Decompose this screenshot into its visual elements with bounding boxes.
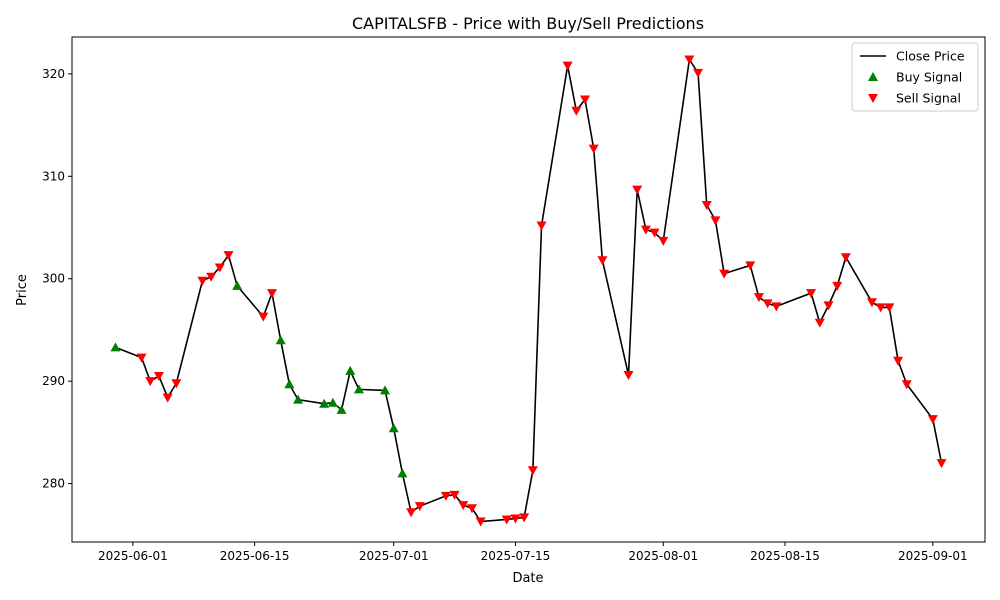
buy-signal-point xyxy=(353,384,364,394)
sell-signal-point xyxy=(406,508,417,518)
legend-label-close-price: Close Price xyxy=(896,49,965,64)
sell-signal-point xyxy=(206,272,217,282)
buy-signal-point xyxy=(327,397,338,407)
sell-signal-point xyxy=(258,312,269,322)
buy-signal-point xyxy=(110,342,121,352)
sell-signal-point xyxy=(806,289,817,299)
x-tick-label: 2025-06-15 xyxy=(220,549,290,563)
sell-signal-point xyxy=(519,513,530,523)
sell-signal-point xyxy=(145,377,156,387)
sell-signal-point xyxy=(475,517,486,527)
y-tick-label: 320 xyxy=(42,67,65,81)
y-tick-label: 290 xyxy=(42,374,65,388)
sell-signal-point xyxy=(840,253,851,263)
sell-signal-point xyxy=(640,225,651,235)
sell-signal-point xyxy=(501,515,512,525)
sell-signal-point xyxy=(649,228,660,238)
sell-signal-point xyxy=(866,298,877,308)
x-tick-label: 2025-07-01 xyxy=(359,549,429,563)
x-tick-label: 2025-08-01 xyxy=(628,549,698,563)
buy-signal-point xyxy=(275,335,286,345)
plot-area xyxy=(110,55,947,527)
sell-signal-point xyxy=(171,379,182,389)
y-tick-label: 280 xyxy=(42,477,65,491)
legend-swatch-sell-signal xyxy=(868,94,878,103)
sell-signal-point xyxy=(771,302,782,312)
legend-label-sell-signal: Sell Signal xyxy=(896,91,961,106)
axes: 2025-06-01 2025-06-15 2025-07-01 2025-07-15… xyxy=(42,67,968,563)
x-tick-label: 2025-08-15 xyxy=(750,549,820,563)
legend-label-buy-signal: Buy Signal xyxy=(896,70,962,85)
sell-signal-point xyxy=(197,276,208,286)
sell-signal-point xyxy=(875,303,886,313)
sell-signal-point xyxy=(745,261,756,271)
sell-signal-point xyxy=(632,185,643,195)
sell-signal-point xyxy=(901,380,912,390)
legend: Close Price Buy Signal Sell Signal xyxy=(851,42,979,112)
plot-frame xyxy=(71,36,986,543)
buy-signal-point xyxy=(336,404,347,414)
sell-signal-point xyxy=(832,281,843,291)
sell-signal-point xyxy=(701,200,712,210)
buy-signal-point xyxy=(397,468,408,478)
sell-signal-point xyxy=(266,289,277,299)
buy-signal-point xyxy=(232,280,243,290)
sell-signal-point xyxy=(527,466,538,476)
sell-signal-point xyxy=(814,318,825,328)
sell-signal-point xyxy=(719,269,730,279)
sell-signal-point xyxy=(762,299,773,309)
sell-signal-point xyxy=(580,95,591,105)
sell-signal-point xyxy=(458,501,469,511)
sell-signal-point xyxy=(936,459,947,469)
sell-signal-point xyxy=(162,393,173,403)
buy-signal-point xyxy=(388,423,399,433)
x-tick-label: 2025-07-15 xyxy=(481,549,551,563)
sell-signal-point xyxy=(710,216,721,226)
y-tick-label: 310 xyxy=(42,169,65,183)
sell-signal-point xyxy=(658,236,669,246)
buy-signal-point xyxy=(284,379,295,389)
y-axis-label: Price xyxy=(15,274,30,306)
sell-signal-point xyxy=(588,144,599,154)
buy-signal-point xyxy=(380,385,391,395)
sell-signal-point xyxy=(510,514,521,524)
sell-signal-point xyxy=(449,490,460,500)
x-tick-label: 2025-06-01 xyxy=(98,549,168,563)
sell-signal-point xyxy=(223,251,234,261)
sell-signal-point xyxy=(597,256,608,266)
legend-box xyxy=(851,42,979,112)
sell-signal-point xyxy=(414,502,425,512)
sell-signal-point xyxy=(153,372,164,382)
buy-signal-point xyxy=(319,398,330,408)
sell-signal-point xyxy=(884,303,895,313)
legend-swatch-buy-signal xyxy=(868,72,878,81)
y-tick-label: 300 xyxy=(42,272,65,286)
x-tick-label: 2025-09-01 xyxy=(898,549,968,563)
sell-signal-point xyxy=(214,263,225,273)
sell-signal-point xyxy=(693,68,704,78)
x-axis-label: Date xyxy=(512,571,543,586)
sell-signal-point xyxy=(466,504,477,514)
sell-signal-point xyxy=(753,293,764,303)
buy-signal-point xyxy=(345,365,356,375)
sell-signal-point xyxy=(571,106,582,116)
buy-signal-point xyxy=(293,394,304,404)
sell-signal-point xyxy=(136,353,147,363)
sell-signal-point xyxy=(440,491,451,501)
sell-signal-point xyxy=(684,55,695,65)
sell-signal-point xyxy=(927,415,938,425)
sell-signal-point xyxy=(536,221,547,231)
sell-signal-point xyxy=(893,356,904,366)
sell-signal-point xyxy=(823,301,834,311)
sell-signal-point xyxy=(562,61,573,71)
sell-signal-point xyxy=(623,371,634,381)
chart-title: CAPITALSFB - Price with Buy/Sell Predict… xyxy=(352,14,704,33)
